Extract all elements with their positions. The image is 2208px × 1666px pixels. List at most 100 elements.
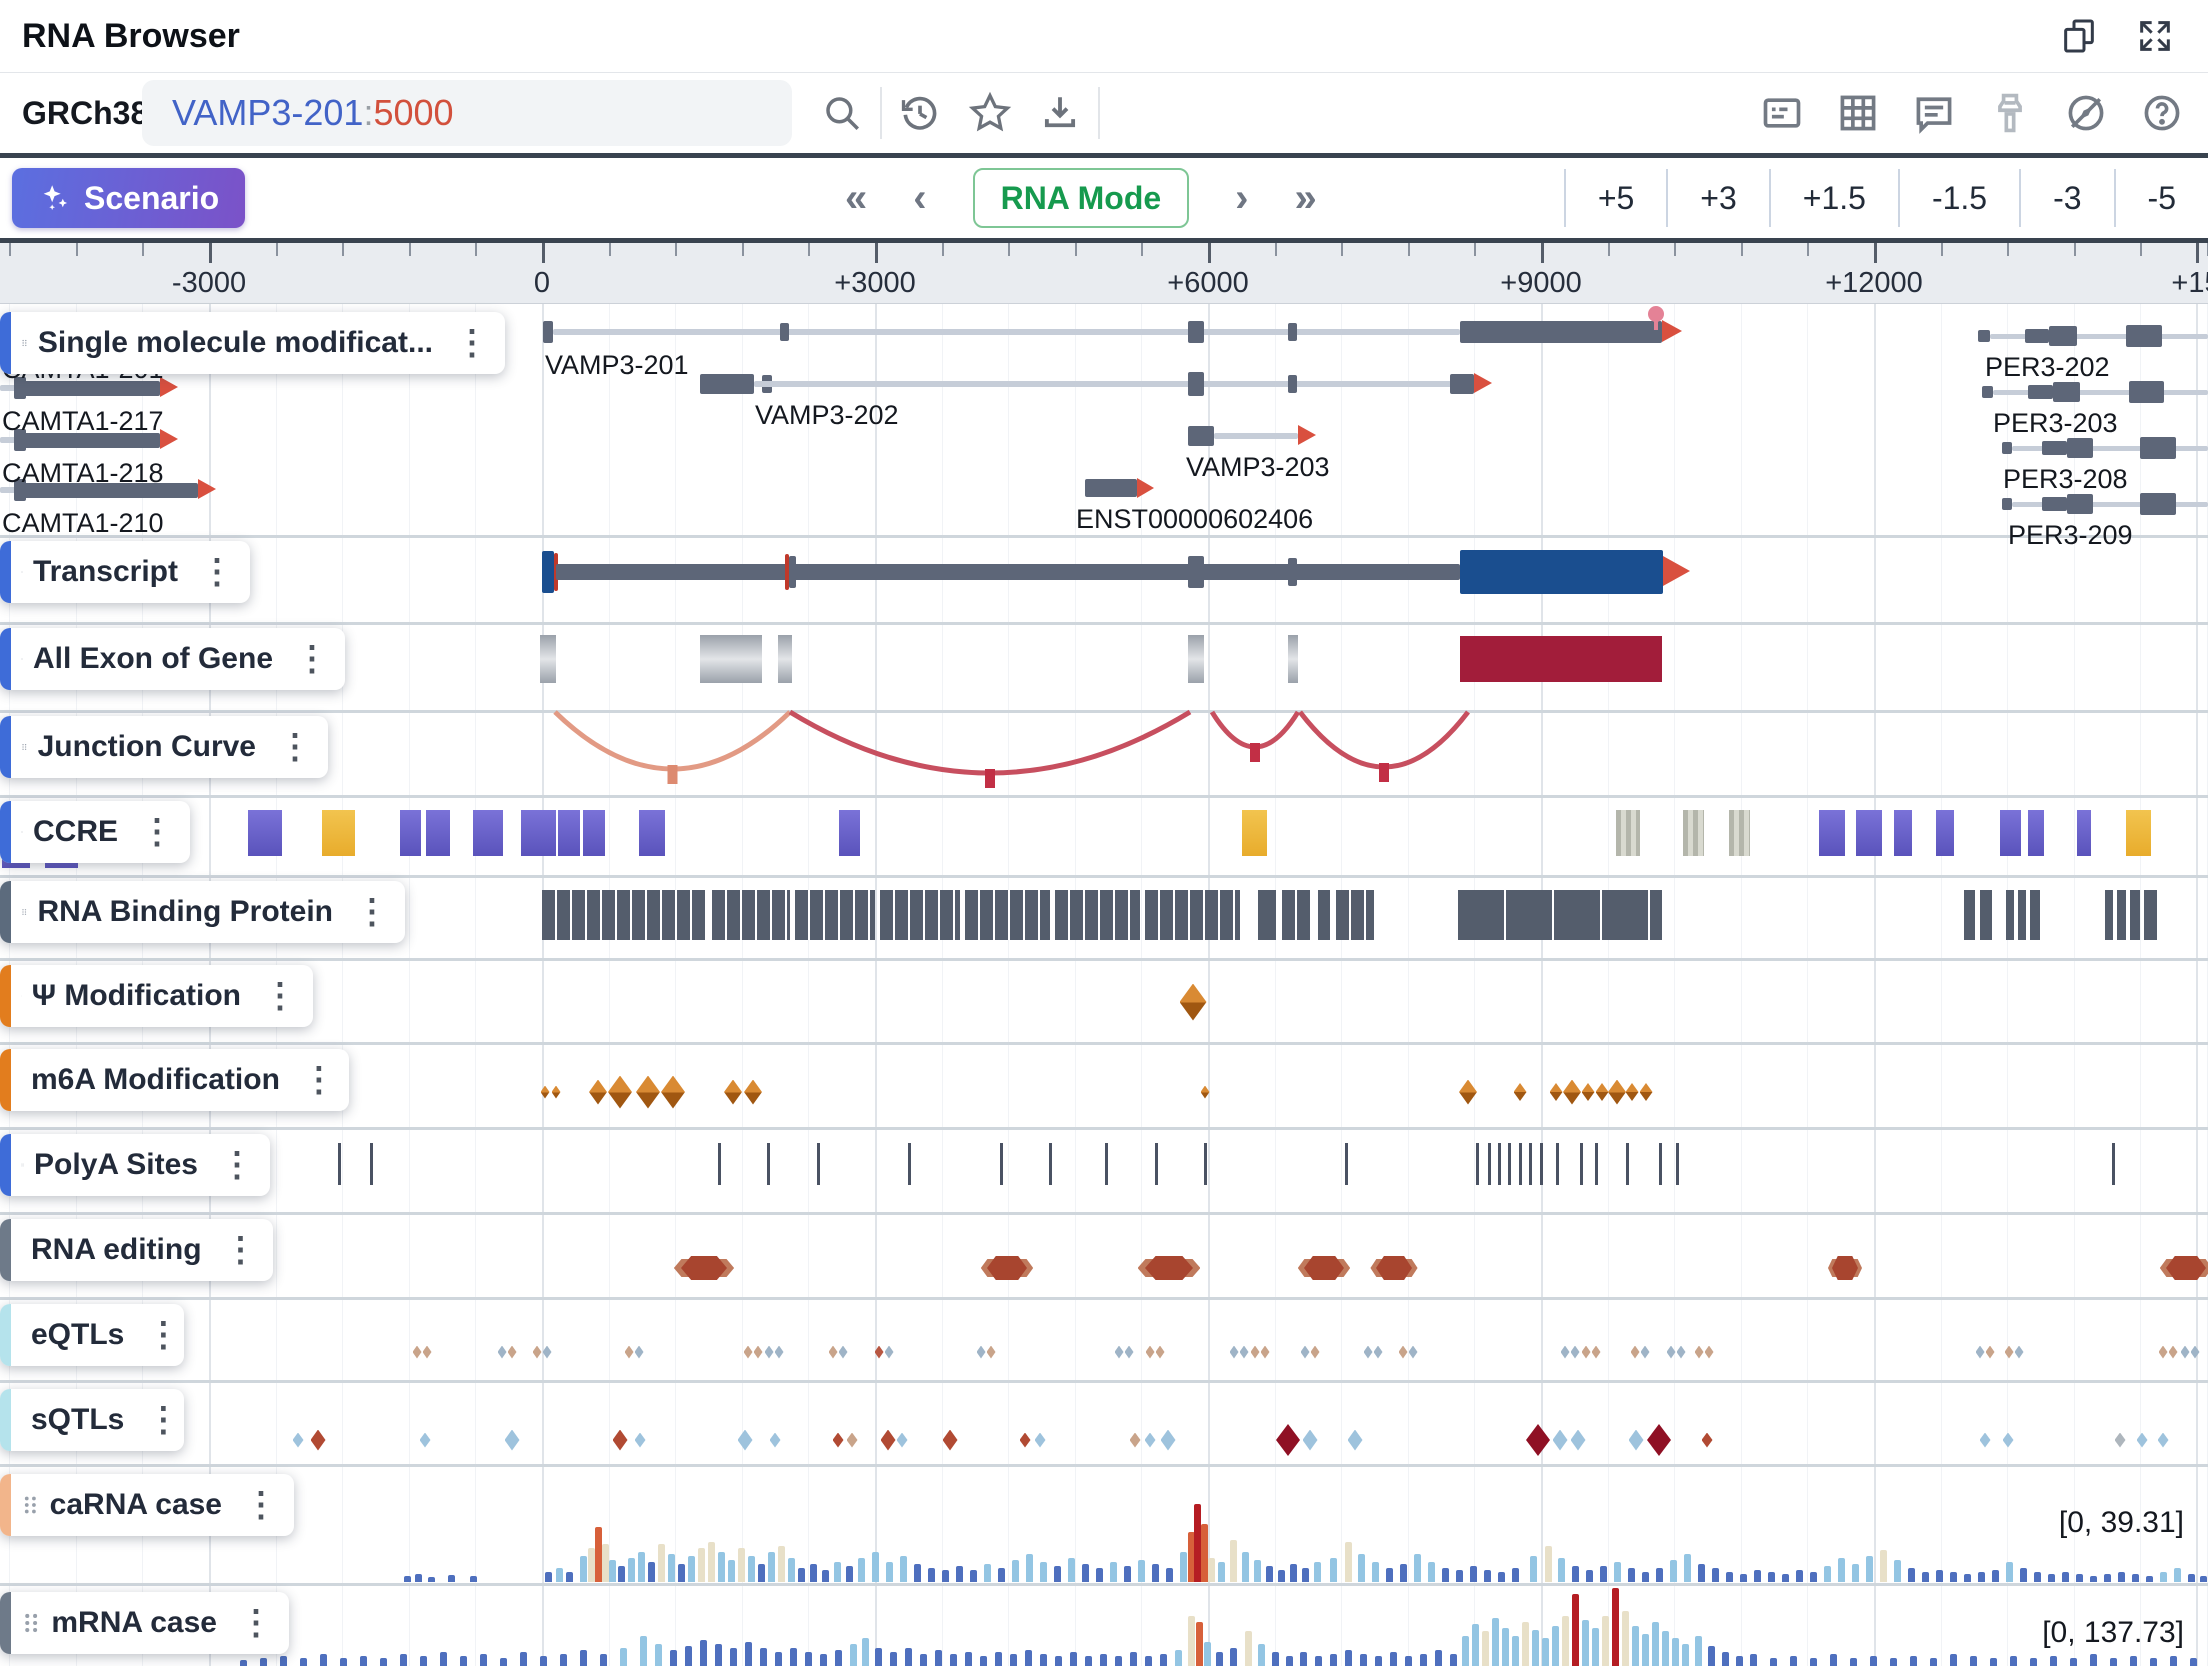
zoom-button-minus3[interactable]: -3 [2019, 169, 2113, 227]
gene-model-part[interactable] [2067, 494, 2093, 514]
track-menu-kebab[interactable]: ⋮ [455, 324, 489, 362]
drag-handle-icon[interactable] [21, 1488, 40, 1522]
rbp-binding-block[interactable] [2130, 890, 2140, 940]
drag-handle-icon[interactable] [21, 642, 23, 676]
m6a-modification-site[interactable] [1563, 1079, 1581, 1105]
sqtl-point[interactable] [1144, 1432, 1156, 1448]
compass-disabled-icon[interactable] [2062, 89, 2110, 137]
history-icon[interactable] [896, 89, 944, 137]
gene-model-part[interactable] [2028, 385, 2053, 399]
eqtl-point[interactable] [1363, 1345, 1373, 1359]
sqtl-point[interactable] [1979, 1432, 1991, 1448]
gene-model-part[interactable] [1188, 372, 1204, 396]
m6a-modification-site[interactable] [608, 1075, 632, 1109]
rna-mode-button[interactable]: RNA Mode [972, 168, 1190, 228]
eqtl-point[interactable] [1155, 1345, 1165, 1359]
track-label-single-molecule[interactable]: Single molecule modificat... ⋮ [0, 312, 505, 374]
eqtl-point[interactable] [976, 1345, 986, 1359]
eqtl-point[interactable] [1591, 1345, 1601, 1359]
eqtl-point[interactable] [764, 1345, 774, 1359]
exon-box[interactable] [540, 635, 556, 683]
gene-model-part[interactable] [1214, 433, 1298, 439]
track-menu-kebab[interactable]: ⋮ [146, 1401, 181, 1439]
gene-model-part[interactable] [2067, 438, 2093, 458]
sqtl-point[interactable] [310, 1429, 326, 1451]
track-label-psi-modification[interactable]: Ψ Modification ⋮ [0, 965, 313, 1027]
polya-site-tick[interactable] [1000, 1143, 1003, 1185]
m6a-modification-site[interactable] [1595, 1083, 1609, 1101]
help-icon[interactable] [2138, 89, 2186, 137]
m6a-modification-site[interactable] [1459, 1079, 1477, 1105]
gene-model-part[interactable] [1085, 479, 1137, 497]
junction-count-marker[interactable] [1250, 743, 1260, 762]
gene-model-part[interactable] [553, 329, 1460, 335]
polya-site-tick[interactable] [338, 1143, 341, 1185]
rbp-binding-block[interactable] [2030, 890, 2040, 940]
gene-model-part[interactable] [0, 487, 20, 493]
eqtl-point[interactable] [1310, 1345, 1320, 1359]
sqtl-point[interactable] [2114, 1432, 2126, 1448]
polya-site-tick[interactable] [1049, 1143, 1052, 1185]
sqtl-point[interactable] [1552, 1429, 1568, 1451]
eqtl-point[interactable] [2004, 1345, 2014, 1359]
ccre-element[interactable] [1242, 810, 1267, 856]
track-menu-kebab[interactable]: ⋮ [301, 1061, 336, 1099]
ccre-element[interactable] [639, 810, 665, 856]
ccre-element[interactable] [2126, 810, 2151, 856]
sqtl-point[interactable] [2157, 1432, 2169, 1448]
polya-site-tick[interactable] [1476, 1143, 1479, 1185]
sqtl-point[interactable] [737, 1429, 753, 1451]
gene-model-part[interactable] [14, 429, 26, 451]
m6a-modification-site[interactable] [1549, 1083, 1563, 1101]
eqtl-point[interactable] [2180, 1345, 2190, 1359]
gene-model-part[interactable] [24, 482, 198, 498]
m6a-modification-site[interactable] [1581, 1083, 1595, 1101]
eqtl-point[interactable] [1570, 1345, 1580, 1359]
eqtl-point[interactable] [1975, 1345, 1985, 1359]
polya-site-tick[interactable] [767, 1143, 770, 1185]
rna-editing-site[interactable] [987, 1256, 1027, 1280]
eqtl-point[interactable] [422, 1345, 432, 1359]
gene-model-part[interactable] [0, 437, 20, 443]
track-menu-kebab[interactable]: ⋮ [140, 813, 174, 851]
eqtl-point[interactable] [1640, 1345, 1650, 1359]
polya-site-tick[interactable] [1595, 1143, 1598, 1185]
m6a-modification-site[interactable] [724, 1079, 742, 1105]
sqtl-point[interactable] [612, 1429, 628, 1451]
gene-model-part[interactable] [754, 381, 1460, 387]
gene-model-part[interactable] [14, 377, 26, 399]
m6a-modification-site[interactable] [1639, 1083, 1653, 1101]
drag-handle-icon[interactable] [21, 979, 22, 1013]
gene-model-part[interactable] [543, 321, 553, 343]
gene-model-part[interactable] [2140, 437, 2176, 459]
drag-handle-icon[interactable] [21, 555, 23, 589]
track-menu-kebab[interactable]: ⋮ [244, 1486, 278, 1524]
m6a-modification-site[interactable] [1625, 1083, 1639, 1101]
sqtl-point[interactable] [1628, 1429, 1644, 1451]
gene-model-part[interactable] [2126, 325, 2162, 347]
rbp-binding-block[interactable] [2117, 890, 2126, 940]
eqtl-point[interactable] [1114, 1345, 1124, 1359]
comment-panel-icon[interactable] [1910, 89, 1958, 137]
m6a-modification-site[interactable] [540, 1085, 550, 1099]
track-menu-kebab[interactable]: ⋮ [223, 1231, 258, 1269]
eqtl-point[interactable] [634, 1345, 644, 1359]
eqtl-point[interactable] [774, 1345, 784, 1359]
gene-model-part[interactable] [556, 564, 1460, 580]
sqtl-point[interactable] [504, 1429, 520, 1451]
rbp-binding-block[interactable] [880, 890, 960, 940]
eqtl-point[interactable] [1239, 1345, 1249, 1359]
eqtl-point[interactable] [1560, 1345, 1570, 1359]
sqtl-point[interactable] [1019, 1432, 1031, 1448]
track-menu-kebab[interactable]: ⋮ [278, 728, 312, 766]
eqtl-point[interactable] [624, 1345, 634, 1359]
eqtl-point[interactable] [2190, 1345, 2200, 1359]
zoom-button-minus1p5[interactable]: -1.5 [1897, 169, 2019, 227]
sqtl-point[interactable] [942, 1429, 958, 1451]
rbp-binding-block[interactable] [712, 890, 790, 940]
polya-site-tick[interactable] [1676, 1143, 1679, 1185]
ccre-element[interactable] [1616, 810, 1640, 856]
track-label-rna-editing[interactable]: RNA editing ⋮ [0, 1219, 273, 1281]
gene-model-part[interactable] [1993, 389, 2208, 395]
polya-site-tick[interactable] [1626, 1143, 1629, 1185]
